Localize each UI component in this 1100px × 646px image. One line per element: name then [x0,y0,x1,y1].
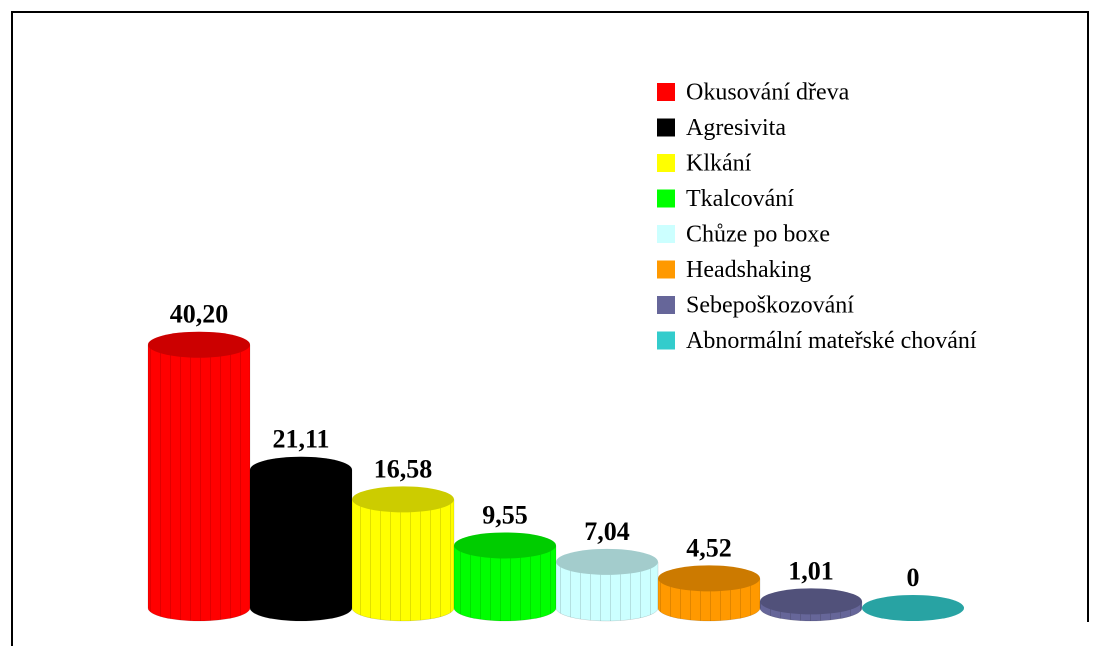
cylinder-top-shade [454,532,556,559]
legend-label: Headshaking [686,257,811,283]
cylinder-stripes [148,344,250,621]
cylinder-top [352,486,454,513]
cylinder-top [862,595,964,621]
value-label: 4,52 [686,533,732,562]
value-label: 21,11 [272,425,329,454]
cylinder-top [658,565,760,592]
cylinder-stripes [352,499,454,621]
legend-swatch [657,331,675,350]
value-label: 16,58 [374,454,433,483]
cylinder [249,456,353,622]
bars: 40,20 21,11 16,58 9,55 7,04 4,52 1,01 0 [147,300,964,622]
cylinder-top-shade [250,456,352,483]
value-label: 0 [907,563,920,592]
legend-label: Sebepoškozování [686,293,854,319]
cylinder-top-shade [760,588,862,615]
cylinder-top [250,456,352,483]
cylinder [759,588,863,622]
cylinder [147,331,251,622]
cylinder [657,565,761,622]
value-label: 1,01 [788,556,834,585]
legend-swatch [657,154,675,172]
legend-label: Tkalcování [686,186,794,212]
legend-swatch [657,189,675,208]
cylinder [351,486,455,622]
legend-swatch [657,225,675,243]
cylinder-top-shade [556,548,658,575]
cylinder-top [556,548,658,575]
legend-label: Klkání [686,151,752,177]
legend-swatch [657,260,675,279]
cylinder-top [454,532,556,559]
cylinder-stripes [250,469,352,621]
cylinder-top [760,588,862,615]
value-label: 7,04 [584,517,630,546]
cylinder-stripes [556,561,658,621]
cylinder-top-shade [148,331,250,358]
cylinder-top-shade [658,565,760,592]
cylinder-stripes [454,545,556,621]
cylinder-top [148,331,250,358]
frame [11,11,1089,646]
cylinder [862,595,964,621]
legend: Okusování dřeva Agresivita Klkání Tkalcován… [657,80,977,354]
cylinder [555,548,659,622]
legend-label: Agresivita [686,115,786,141]
cylinder-top-shade [862,595,964,621]
value-label: 40,20 [170,300,229,329]
legend-swatch [657,118,675,137]
legend-label: Chůze po boxe [686,222,830,248]
cylinder [453,532,557,622]
legend-swatch [657,296,675,314]
cylinder-top-shade [352,486,454,513]
legend-swatch [657,83,675,101]
value-label: 9,55 [482,500,528,529]
legend-label: Abnormální mateřské chování [686,328,977,354]
legend-label: Okusování dřeva [686,80,850,106]
